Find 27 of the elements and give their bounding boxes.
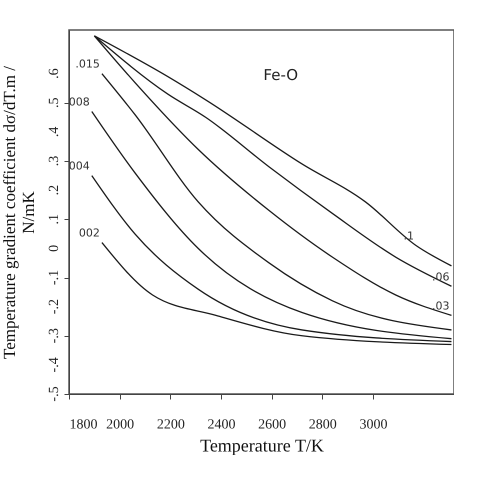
x-tick-label: 3000 [359,418,388,432]
y-axis-title: Temperature gradient coefficient dσ/dT.m / N/mK [0,66,38,359]
y-tick-label: -.4 [47,357,62,372]
y-tick-label: .2 [47,184,62,196]
annotation: .03 [432,299,450,312]
x-tick-label: 2200 [156,418,185,432]
y-tick-label: .5 [47,98,62,108]
y-tick-label: 0 [47,244,62,252]
y-tick-label: -.3 [47,328,62,344]
annotation: Fe-O [263,66,298,84]
y-tick-label: -.1 [47,270,62,286]
annotation: .1 [404,229,414,242]
x-tick-label: 2400 [207,418,236,432]
annotation: 002 [78,226,100,240]
x-axis-title: Temperature T/K [200,436,324,456]
y-tick-label: -.5 [47,386,62,402]
annotation: .015 [75,58,100,71]
x-tick-label: 2600 [258,418,286,432]
x-tick-label: 1800 [70,418,98,432]
y-tick-label: .3 [47,156,62,166]
y-tick-label: -.2 [47,299,62,314]
y-tick-label: .1 [47,214,62,225]
annotation: .06 [432,270,450,284]
y-tick-label: .6 [47,68,62,79]
x-tick-label: 2000 [106,418,134,432]
x-tick-label: 2800 [308,418,337,432]
y-tick-label: .4 [47,126,62,138]
